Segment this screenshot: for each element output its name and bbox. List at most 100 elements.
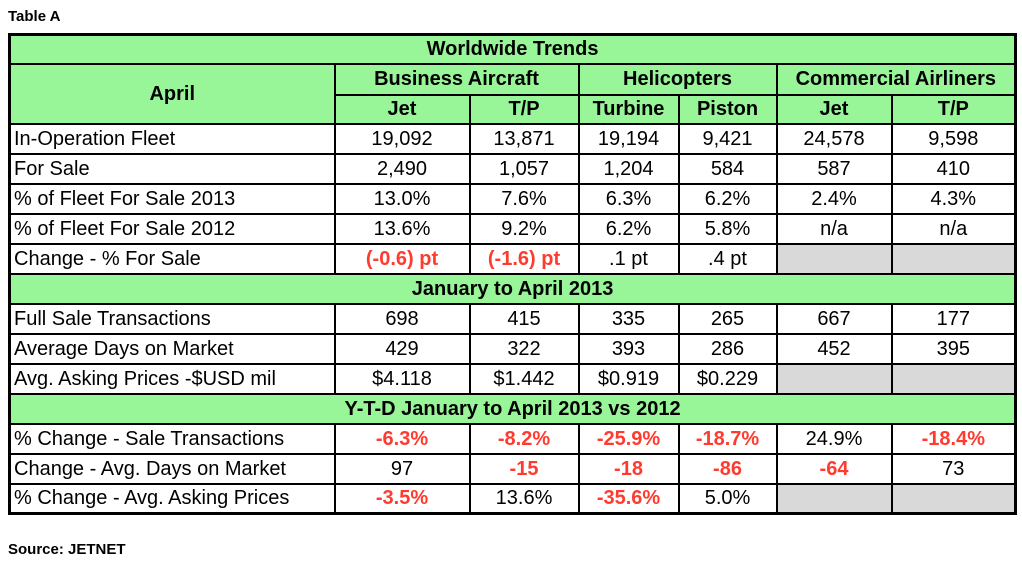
value-cell: 24,578: [775, 122, 893, 155]
group-header-commercial-airliners: Commercial Airliners: [775, 63, 1017, 95]
empty-cell: [775, 242, 893, 275]
source-note: Source: JETNET: [8, 541, 126, 558]
value-cell: 6.2%: [677, 182, 778, 215]
table-row: % Change - Avg. Asking Prices -3.5% 13.6% -…: [8, 482, 1017, 515]
value-cell: 1,204: [577, 152, 680, 185]
row-label: Full Sale Transactions: [8, 302, 336, 335]
table-row: Full Sale Transactions 698 415 335 265 667 177: [8, 302, 1017, 335]
value-cell: 13.0%: [333, 182, 471, 215]
value-cell: $1.442: [468, 362, 580, 395]
table-row: % Change - Sale Transactions -6.3% -8.2% -2…: [8, 422, 1017, 455]
subcolumn-header: T/P: [890, 93, 1017, 125]
value-cell: 97: [333, 452, 471, 485]
value-cell: 73: [890, 452, 1017, 485]
value-cell: 13.6%: [333, 212, 471, 245]
value-cell: 393: [577, 332, 680, 365]
value-cell: .1 pt: [577, 242, 680, 275]
value-cell: 19,092: [333, 122, 471, 155]
table-title: Worldwide Trends: [8, 33, 1017, 65]
section-title: Y-T-D January to April 2013 vs 2012: [8, 392, 1017, 425]
row-label: In-Operation Fleet: [8, 122, 336, 155]
value-cell: -18.7%: [677, 422, 778, 455]
value-cell: -15: [468, 452, 580, 485]
value-cell: -64: [775, 452, 893, 485]
section-header-row: Y-T-D January to April 2013 vs 2012: [8, 392, 1017, 425]
row-label: Avg. Asking Prices -$USD mil: [8, 362, 336, 395]
empty-cell: [890, 362, 1017, 395]
worldwide-trends-table: Worldwide Trends April Business Aircraft…: [8, 33, 1018, 515]
row-label: % Change - Avg. Asking Prices: [8, 482, 336, 515]
value-cell: $0.229: [677, 362, 778, 395]
value-cell: 6.2%: [577, 212, 680, 245]
value-cell: 452: [775, 332, 893, 365]
value-cell: 587: [775, 152, 893, 185]
value-cell: 24.9%: [775, 422, 893, 455]
value-cell: 395: [890, 332, 1017, 365]
table-row: Change - % For Sale (-0.6) pt (-1.6) pt .1 …: [8, 242, 1017, 275]
value-cell: 177: [890, 302, 1017, 335]
table-row: Change - Avg. Days on Market 97 -15 -18 -86-…: [8, 452, 1017, 485]
value-cell: -35.6%: [577, 482, 680, 515]
row-label: % of Fleet For Sale 2013: [8, 182, 336, 215]
value-cell: .4 pt: [677, 242, 778, 275]
subcolumn-header: Piston: [677, 93, 778, 125]
table-row: % of Fleet For Sale 2013 13.0% 7.6% 6.3% 6.2…: [8, 182, 1017, 215]
value-cell: 667: [775, 302, 893, 335]
table-row: % of Fleet For Sale 2012 13.6% 9.2% 6.2% 5.8…: [8, 212, 1017, 245]
empty-cell: [890, 242, 1017, 275]
empty-cell: [775, 482, 893, 515]
value-cell: 5.8%: [677, 212, 778, 245]
row-label: For Sale: [8, 152, 336, 185]
value-cell: n/a: [890, 212, 1017, 245]
value-cell: 9,598: [890, 122, 1017, 155]
row-label: Change - % For Sale: [8, 242, 336, 275]
subcolumn-header: Jet: [775, 93, 893, 125]
value-cell: 2.4%: [775, 182, 893, 215]
value-cell: -3.5%: [333, 482, 471, 515]
value-cell: -18: [577, 452, 680, 485]
value-cell: (-1.6) pt: [468, 242, 580, 275]
value-cell: 415: [468, 302, 580, 335]
empty-cell: [890, 482, 1017, 515]
value-cell: $4.118: [333, 362, 471, 395]
value-cell: -6.3%: [333, 422, 471, 455]
group-header-business-aircraft: Business Aircraft: [333, 63, 580, 95]
row-label: Change - Avg. Days on Market: [8, 452, 336, 485]
value-cell: 265: [677, 302, 778, 335]
group-header-helicopters: Helicopters: [577, 63, 778, 95]
subcolumn-header: Turbine: [577, 93, 680, 125]
value-cell: n/a: [775, 212, 893, 245]
table-row: For Sale 2,490 1,057 1,204 584 587 410: [8, 152, 1017, 185]
subcolumn-header: T/P: [468, 93, 580, 125]
value-cell: 286: [677, 332, 778, 365]
value-cell: 9.2%: [468, 212, 580, 245]
table-caption: Table A: [8, 8, 61, 25]
value-cell: 7.6%: [468, 182, 580, 215]
value-cell: 698: [333, 302, 471, 335]
section-title: January to April 2013: [8, 272, 1017, 305]
value-cell: 19,194: [577, 122, 680, 155]
value-cell: 322: [468, 332, 580, 365]
value-cell: -25.9%: [577, 422, 680, 455]
value-cell: 13.6%: [468, 482, 580, 515]
value-cell: -18.4%: [890, 422, 1017, 455]
value-cell: 9,421: [677, 122, 778, 155]
value-cell: 5.0%: [677, 482, 778, 515]
value-cell: 13,871: [468, 122, 580, 155]
row-label-header: April: [8, 62, 336, 125]
empty-cell: [775, 362, 893, 395]
value-cell: 6.3%: [577, 182, 680, 215]
table-row: In-Operation Fleet 19,092 13,871 19,194 9,42…: [8, 122, 1017, 155]
value-cell: 335: [577, 302, 680, 335]
row-label: % Change - Sale Transactions: [8, 422, 336, 455]
value-cell: 4.3%: [890, 182, 1017, 215]
value-cell: $0.919: [577, 362, 680, 395]
section-header-row: January to April 2013: [8, 272, 1017, 305]
value-cell: 429: [333, 332, 471, 365]
value-cell: (-0.6) pt: [333, 242, 471, 275]
row-label: Average Days on Market: [8, 332, 336, 365]
value-cell: 2,490: [333, 152, 471, 185]
value-cell: -8.2%: [468, 422, 580, 455]
value-cell: 1,057: [468, 152, 580, 185]
value-cell: -86: [677, 452, 778, 485]
